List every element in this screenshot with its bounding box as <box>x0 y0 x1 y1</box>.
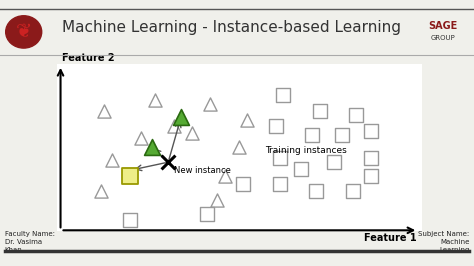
Text: Feature 1: Feature 1 <box>364 232 416 243</box>
Point <box>164 160 172 164</box>
Text: Training instances: Training instances <box>265 147 346 156</box>
Point <box>243 118 250 122</box>
Point <box>206 102 214 106</box>
Point <box>367 173 374 178</box>
Point <box>367 156 374 160</box>
Point <box>298 167 305 171</box>
Point <box>170 124 177 128</box>
Point <box>137 135 145 140</box>
Point <box>221 173 228 178</box>
Point <box>312 189 320 193</box>
Text: Machine Learning - Instance-based Learning: Machine Learning - Instance-based Learni… <box>62 20 401 35</box>
Circle shape <box>6 16 42 48</box>
Point <box>126 218 134 222</box>
Text: SAGE: SAGE <box>428 20 458 31</box>
Point <box>367 129 374 133</box>
Point <box>309 133 316 138</box>
Text: GROUP: GROUP <box>431 35 456 41</box>
Point <box>330 160 338 164</box>
Text: Faculty Name:
Dr. Vasima
Khan: Faculty Name: Dr. Vasima Khan <box>5 231 55 253</box>
Point <box>148 144 155 149</box>
Point <box>100 109 108 113</box>
Point <box>279 93 287 97</box>
Point <box>152 97 159 102</box>
Point <box>214 198 221 202</box>
Point <box>97 189 104 193</box>
Point <box>177 115 185 120</box>
Point <box>108 158 116 162</box>
Point <box>352 113 360 117</box>
Point <box>276 182 283 187</box>
Point <box>316 109 323 113</box>
Text: ❦: ❦ <box>16 22 32 41</box>
Point <box>338 133 346 138</box>
Text: New instance: New instance <box>173 165 230 174</box>
Point <box>188 131 196 135</box>
Point <box>272 124 280 128</box>
Point <box>203 211 210 216</box>
Text: Subject Name:
Machine
Learning: Subject Name: Machine Learning <box>418 231 469 253</box>
Point <box>276 156 283 160</box>
Point <box>349 189 356 193</box>
Point <box>126 173 134 178</box>
Text: Feature 2: Feature 2 <box>63 53 115 63</box>
Point <box>239 182 247 187</box>
Point <box>236 144 243 149</box>
